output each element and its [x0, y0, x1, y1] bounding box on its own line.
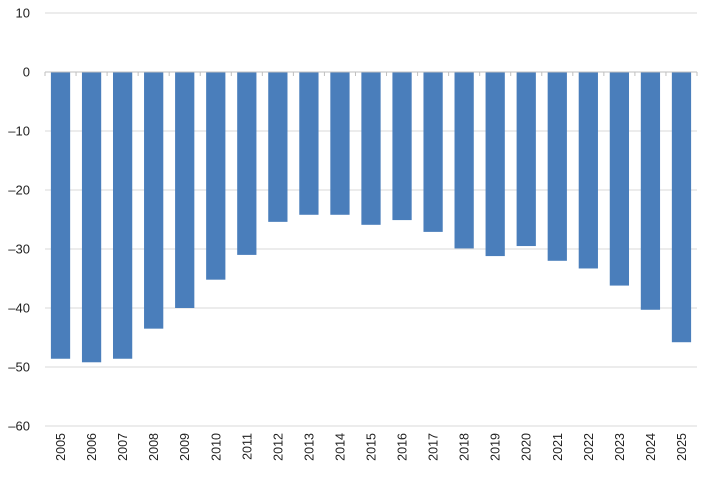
x-tick-label: 2013 — [302, 433, 316, 461]
x-tick-label: 2025 — [675, 433, 689, 461]
bar-2020 — [516, 72, 536, 247]
bar-2010 — [206, 72, 226, 280]
y-tick-label: –20 — [8, 183, 30, 198]
bar-2019 — [485, 72, 505, 257]
bar-2013 — [299, 72, 319, 215]
x-tick-label: 2011 — [240, 433, 254, 460]
y-tick-label: 10 — [16, 6, 30, 21]
bar-2023 — [609, 72, 630, 286]
bar-2009 — [175, 72, 195, 308]
x-tick-label: 2023 — [613, 433, 627, 461]
bar-2016 — [392, 72, 412, 221]
x-tick-label: 2007 — [116, 433, 130, 461]
x-tick-label: 2021 — [551, 433, 565, 461]
x-tick-label: 2012 — [271, 433, 285, 461]
x-tick-label: 2005 — [54, 433, 68, 461]
y-tick-label: –60 — [8, 419, 30, 434]
bar-2022 — [578, 72, 598, 269]
bar-2011 — [237, 72, 257, 255]
y-tick-label: –10 — [8, 124, 30, 139]
x-tick-label: 2018 — [458, 433, 472, 461]
x-tick-label: 2014 — [333, 433, 347, 461]
x-tick-label: 2006 — [85, 433, 99, 461]
y-tick-label: –30 — [8, 242, 30, 257]
x-tick-label: 2015 — [365, 433, 379, 461]
bar-2014 — [330, 72, 350, 215]
bar-2018 — [454, 72, 474, 249]
bar-2021 — [547, 72, 567, 261]
bar-2015 — [361, 72, 381, 225]
bar-2017 — [423, 72, 443, 232]
bar-2012 — [268, 72, 288, 222]
x-tick-label: 2008 — [147, 433, 161, 461]
bar-2008 — [144, 72, 164, 329]
bar-2007 — [112, 72, 133, 359]
x-tick-label: 2016 — [396, 433, 410, 461]
y-tick-label: 0 — [23, 65, 30, 80]
bar-2025 — [671, 72, 692, 343]
x-tick-label: 2010 — [209, 433, 223, 461]
bar-2005 — [50, 72, 71, 359]
x-tick-label: 2017 — [427, 433, 441, 461]
y-tick-label: –50 — [8, 360, 30, 375]
bar-2024 — [640, 72, 661, 310]
x-tick-label: 2009 — [178, 433, 192, 461]
y-axis-ticks: 10 0 –10 –20 –30 –40 –50 –60 — [8, 6, 30, 434]
bar-2006 — [81, 72, 102, 363]
x-tick-label: 2024 — [644, 433, 658, 461]
x-axis-ticks: 2005 2006 2007 2008 2009 2010 2011 2012 2013 2014… — [54, 433, 689, 461]
y-tick-label: –40 — [8, 301, 30, 316]
x-tick-label: 2019 — [489, 433, 503, 461]
bars — [50, 72, 692, 363]
x-tick-label: 2022 — [582, 433, 596, 461]
x-tick-label: 2020 — [520, 433, 534, 461]
